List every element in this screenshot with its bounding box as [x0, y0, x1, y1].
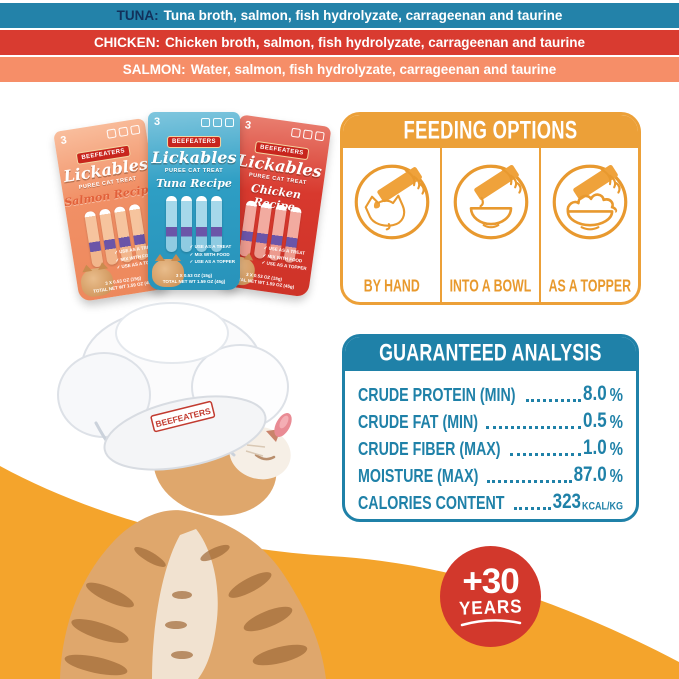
feature-list: ✓ USE AS A TREAT ✓ MIX WITH FOOD ✓ USE A… — [261, 245, 307, 271]
banner-salmon-label: SALMON: — [122, 62, 186, 77]
squeeze-into-bowl-icon — [453, 164, 528, 240]
cat-chef-photo: BEEFEATERS — [57, 302, 326, 679]
pouch-mini-icons — [290, 127, 325, 142]
dot-leader — [510, 453, 582, 456]
product-type: PUREE CAT TREAT — [164, 168, 224, 174]
banner-chicken: CHICKEN: Chicken broth, salmon, fish hyd… — [0, 30, 679, 55]
recipe-name: Tuna Recipe — [156, 177, 232, 190]
banner-tuna-text: Tuna broth, salmon, fish hydrolyzate, ca… — [163, 8, 563, 23]
dot-leader — [514, 507, 551, 510]
analysis-row-crude-fiber: CRUDE FIBER (MAX) 1.0 % — [358, 435, 623, 460]
pack-count-badge: 3 — [59, 134, 68, 148]
feeding-option-as-a-topper: AS A TOPPER — [539, 148, 638, 302]
banner-chicken-text: Chicken broth, salmon, fish hydrolyzate,… — [164, 35, 586, 50]
feeding-options-panel: FEEDING OPTIONS BY HAND — [340, 112, 641, 305]
dot-leader — [486, 426, 582, 429]
feeding-option-label: BY HAND — [363, 275, 420, 295]
feeding-options-title: FEEDING OPTIONS — [403, 117, 578, 145]
feature-list: ✓ USE AS A TREAT ✓ MIX WITH FOOD ✓ USE A… — [189, 244, 235, 264]
badge-years-label: YEARS — [458, 595, 523, 619]
badge-number: +30 — [462, 562, 519, 602]
mini-icon — [213, 118, 222, 127]
guaranteed-analysis-table: CRUDE PROTEIN (MIN) 8.0 % CRUDE FAT (MIN… — [345, 371, 636, 514]
hand-feeding-cat-icon — [354, 164, 429, 240]
banner-chicken-label: CHICKEN: — [93, 35, 160, 50]
guaranteed-analysis-title: GUARANTEED ANALYSIS — [379, 340, 602, 367]
feeding-options-body: BY HAND INTO A BOWL — [343, 148, 638, 302]
banner-tuna-label: TUNA: — [116, 8, 159, 23]
chef-hat-band — [103, 395, 267, 471]
mini-icon — [225, 118, 234, 127]
badge-underline-swoosh — [460, 618, 521, 626]
mini-icon — [290, 127, 301, 138]
mini-icon — [118, 126, 129, 137]
guaranteed-analysis-header: GUARANTEED ANALYSIS — [345, 337, 636, 371]
treat-tubes-graphic — [166, 196, 222, 252]
mini-icon — [314, 131, 325, 142]
feeding-option-by-hand: BY HAND — [343, 148, 440, 302]
mini-icon — [130, 124, 141, 136]
cat-stripes — [64, 544, 308, 676]
banner-salmon-text: Water, salmon, fish hydrolyzate, carrage… — [190, 62, 557, 77]
banner-salmon: SALMON: Water, salmon, fish hydrolyzate,… — [0, 57, 679, 82]
analysis-row-moisture: MOISTURE (MAX) 87.0 % — [358, 462, 623, 487]
product-name: Lickables — [151, 148, 237, 167]
brand-logo: BEEFEATERS — [167, 136, 221, 148]
pouch-cat-photo — [152, 254, 184, 287]
chef-hat: BEEFEATERS — [57, 302, 289, 471]
pouch-mini-icons — [106, 124, 141, 139]
analysis-row-crude-protein: CRUDE PROTEIN (MIN) 8.0 % — [358, 381, 623, 406]
net-weight: 3 X 0.53 OZ (15g) TOTAL NET WT 1.59 OZ (… — [162, 272, 226, 285]
feeding-option-label: AS A TOPPER — [548, 275, 631, 295]
analysis-row-crude-fat: CRUDE FAT (MIN) 0.5 % — [358, 408, 623, 433]
pack-count-badge: 3 — [244, 119, 252, 132]
pouch-mini-icons — [201, 118, 234, 127]
mini-icon — [201, 118, 210, 127]
feeding-option-into-a-bowl: INTO A BOWL — [440, 148, 539, 302]
pack-count-badge: 3 — [154, 116, 161, 128]
banner-tuna: TUNA: Tuna broth, salmon, fish hydrolyza… — [0, 3, 679, 28]
mini-icon — [106, 128, 117, 139]
topper-bowl-icon — [552, 164, 627, 240]
dot-leader — [486, 480, 572, 483]
feeding-option-label: INTO A BOWL — [449, 275, 532, 295]
mini-icon — [302, 129, 313, 140]
feeding-options-header: FEEDING OPTIONS — [343, 115, 638, 148]
analysis-row-calories: CALORIES CONTENT 323 KCAL/KG — [358, 489, 623, 514]
dot-leader — [525, 399, 582, 402]
pouch-tuna-recipe: 3 BEEFEATERS Lickables PUREE CAT TREAT T… — [148, 112, 240, 290]
guaranteed-analysis-panel: GUARANTEED ANALYSIS CRUDE PROTEIN (MIN) … — [342, 334, 639, 522]
thirty-years-badge: +30 YEARS — [440, 546, 541, 647]
